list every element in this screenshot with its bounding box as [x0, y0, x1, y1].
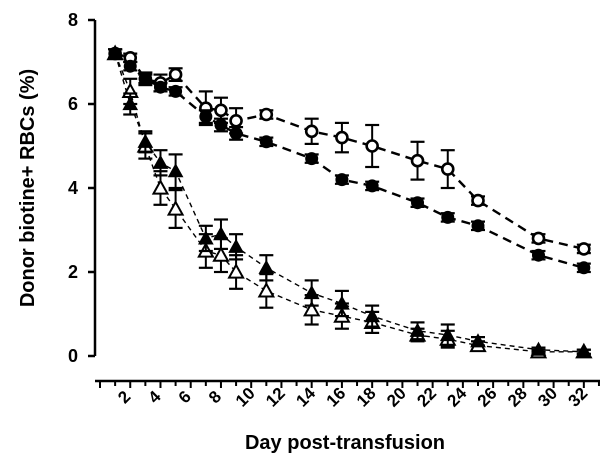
- data-point-circle-open: [440, 162, 455, 176]
- data-point-circle-filled: [138, 72, 152, 86]
- x-tick-label: 28: [504, 384, 531, 411]
- data-point-triangle-filled: [364, 308, 381, 323]
- data-point-triangle-filled: [575, 343, 592, 358]
- data-point-triangle-filled: [334, 295, 350, 310]
- x-tick-label: 4: [145, 387, 166, 408]
- x-tick-label: 6: [175, 387, 195, 407]
- x-tick-label: 2: [114, 387, 134, 407]
- x-tick-label: 20: [383, 384, 410, 411]
- data-point-circle-filled: [577, 261, 591, 275]
- x-tick-label: 8: [205, 387, 225, 407]
- data-point-circle-filled: [305, 152, 319, 166]
- data-point-triangle-filled: [122, 95, 139, 111]
- data-point-circle-filled: [153, 80, 167, 94]
- series-line: [114, 53, 584, 353]
- data-point-circle-filled: [259, 135, 273, 149]
- data-point-circle-filled: [108, 47, 122, 61]
- data-point-triangle-filled: [530, 341, 547, 356]
- data-point-triangle-open: [212, 246, 230, 262]
- series-line: [114, 52, 585, 269]
- data-point-triangle-filled: [152, 154, 169, 169]
- data-point-triangle-open: [257, 281, 276, 298]
- y-tick-label: 4: [68, 178, 78, 198]
- y-tick-label: 0: [68, 346, 78, 366]
- data-point-circle-open: [229, 114, 243, 128]
- y-axis-label: Donor biotine+ RBCs (%): [17, 69, 39, 307]
- series-circle-filled: [108, 47, 591, 275]
- data-point-triangle-filled: [167, 163, 184, 178]
- data-point-triangle-open: [151, 178, 170, 195]
- data-point-triangle-filled: [303, 284, 320, 300]
- data-point-triangle-filled: [213, 226, 229, 241]
- x-tick-label: 10: [232, 384, 259, 411]
- data-point-circle-open: [304, 124, 319, 139]
- x-tick-label: 14: [292, 383, 319, 410]
- data-point-circle-open: [577, 242, 591, 256]
- x-tick-label: 12: [262, 384, 289, 411]
- data-point-triangle-filled: [409, 322, 426, 337]
- data-point-circle-filled: [471, 219, 485, 233]
- data-point-circle-filled: [531, 248, 545, 262]
- x-tick-label: 18: [353, 384, 380, 411]
- data-point-circle-filled: [199, 110, 213, 124]
- data-point-circle-filled: [123, 59, 137, 73]
- data-point-circle-filled: [441, 210, 455, 224]
- data-point-triangle-filled: [439, 326, 456, 342]
- data-point-circle-filled: [169, 84, 183, 98]
- data-point-circle-open: [214, 103, 228, 118]
- data-point-circle-open: [531, 231, 546, 246]
- data-point-triangle-filled: [197, 230, 214, 245]
- series-line: [114, 52, 585, 251]
- data-point-triangle-open: [166, 199, 185, 216]
- series-line: [114, 53, 584, 353]
- data-point-circle-open: [335, 130, 349, 145]
- x-tick-label: 16: [323, 384, 350, 411]
- x-tick-label: 32: [565, 384, 592, 411]
- data-point-triangle-open: [227, 262, 245, 279]
- data-point-circle-filled: [214, 118, 228, 132]
- y-tick-label: 6: [68, 94, 78, 114]
- data-point-circle-filled: [411, 196, 425, 210]
- y-tick-label: 2: [68, 262, 78, 282]
- data-point-circle-open: [410, 153, 425, 168]
- data-point-circle-filled: [229, 126, 243, 140]
- plot-area: [106, 44, 593, 359]
- x-tick-label: 22: [413, 384, 440, 411]
- data-point-circle-open: [168, 67, 183, 82]
- x-axis-label: Day post-transfusion: [245, 432, 445, 454]
- series-circle-open: [108, 46, 591, 256]
- data-point-triangle-filled: [228, 238, 244, 253]
- data-point-triangle-filled: [470, 333, 486, 348]
- data-point-circle-open: [365, 139, 379, 153]
- data-point-circle-open: [471, 193, 485, 208]
- x-tick-label: 24: [444, 383, 471, 410]
- x-tick-label: 26: [474, 384, 501, 411]
- data-point-triangle-open: [302, 300, 321, 317]
- data-point-triangle-filled: [137, 133, 154, 148]
- data-point-circle-open: [259, 107, 274, 122]
- data-point-circle-filled: [335, 173, 349, 187]
- data-point-circle-filled: [365, 179, 379, 193]
- data-point-triangle-filled: [258, 259, 275, 274]
- x-tick-label: 30: [534, 384, 561, 411]
- y-tick-label: 8: [68, 10, 78, 30]
